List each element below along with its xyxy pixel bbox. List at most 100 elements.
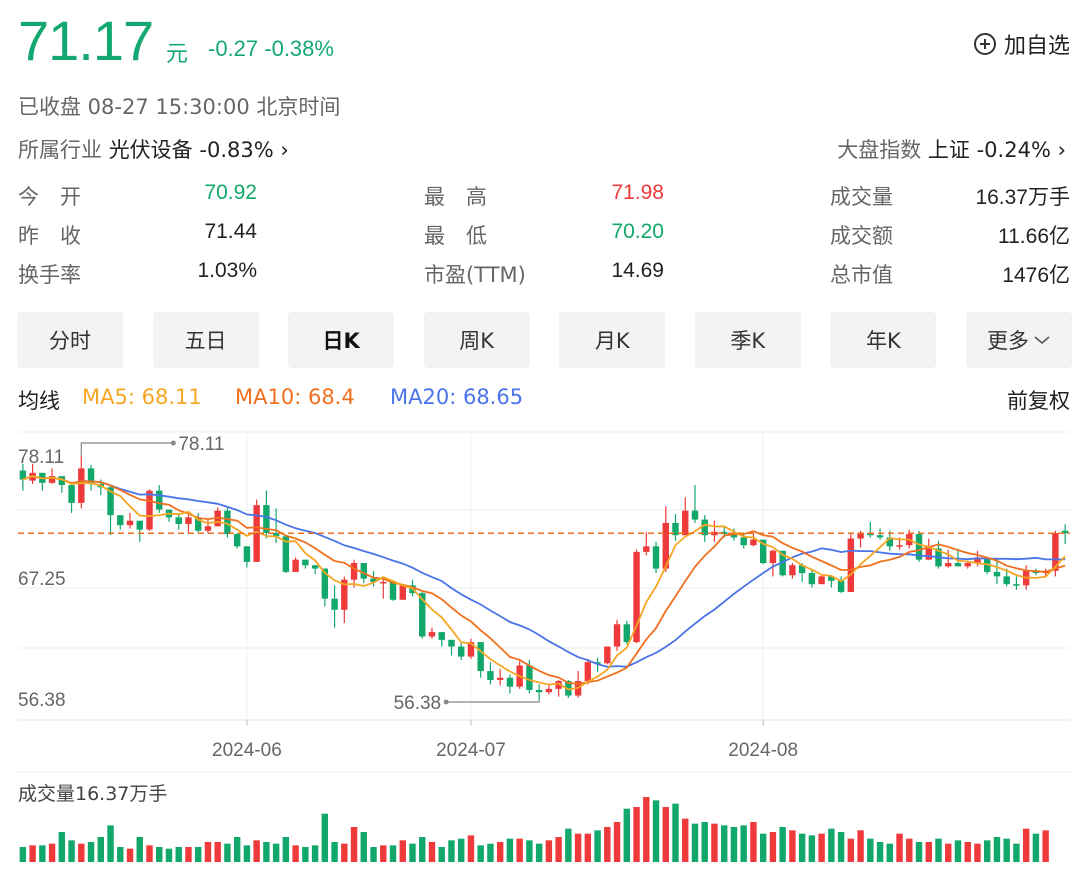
stat-value-turnover-rate: 1.03%: [197, 259, 257, 282]
candle-body: [545, 688, 553, 693]
volume-bar: [233, 837, 241, 862]
ma10-value: MA10: 68.4: [235, 385, 355, 409]
candle-body: [633, 551, 640, 643]
candle-body: [146, 490, 153, 530]
volume-bar: [78, 843, 85, 862]
volume-bar: [428, 842, 436, 862]
candle-body: [1052, 532, 1059, 571]
volume-bar: [477, 845, 484, 862]
volume-bar: [935, 838, 942, 862]
industry-name: 光伏设备: [108, 138, 193, 162]
tab-weekly-k[interactable]: 周K: [423, 312, 530, 368]
volume-bar: [711, 823, 718, 862]
candle-body: [857, 532, 864, 539]
y-tick-label: 78.11: [18, 447, 64, 468]
tab-daily-k[interactable]: 日K: [288, 312, 395, 368]
volume-bar: [876, 842, 884, 862]
candle-body: [477, 642, 484, 672]
volume-bar: [584, 833, 592, 862]
candle-body: [224, 510, 231, 535]
candle-body: [837, 580, 845, 592]
candle-body: [847, 538, 855, 592]
volume-bar: [409, 843, 416, 862]
volume-bar: [399, 840, 406, 862]
stat-value-prev-close: 71.44: [204, 220, 257, 243]
stat-label-turnover-amount: 成交额: [830, 224, 893, 248]
candle-body: [750, 539, 757, 546]
index-link[interactable]: 大盘指数 上证 -0.24% ›: [837, 134, 1066, 164]
candle-body: [730, 534, 738, 538]
candle-body: [438, 632, 445, 640]
tab-quarterly-k[interactable]: 季K: [694, 312, 801, 368]
candle-body: [1013, 584, 1020, 586]
tab-more[interactable]: 更多: [965, 312, 1072, 368]
volume-bar: [448, 840, 455, 862]
add-watchlist-button[interactable]: 加自选: [973, 28, 1070, 60]
candle-body: [584, 662, 592, 682]
volume-bar: [565, 828, 572, 862]
industry-link[interactable]: 所属行业 光伏设备 -0.83% ›: [18, 134, 289, 164]
candle-body: [662, 522, 669, 569]
add-circle-icon: [973, 33, 996, 55]
index-name: 上证: [927, 138, 970, 162]
volume-bar: [633, 807, 640, 862]
tab-yearly-k[interactable]: 年K: [830, 312, 937, 368]
adjustment-toggle[interactable]: 前复权: [1007, 389, 1070, 413]
volume-bar: [1042, 830, 1049, 862]
candle-body: [828, 576, 835, 581]
volume-bar: [740, 825, 747, 862]
market-status: 已收盘 08-27 15:30:00 北京时间: [18, 95, 341, 119]
candle-body: [321, 568, 329, 599]
industry-change: -0.83%: [199, 138, 274, 162]
volume-bar: [828, 828, 835, 862]
volume-bar: [662, 807, 669, 862]
volume-bar: [302, 847, 309, 862]
volume-bar: [652, 800, 660, 862]
volume-bar: [1032, 833, 1040, 862]
volume-bar: [516, 838, 523, 862]
volume-bar: [857, 830, 864, 862]
candle-body: [613, 624, 621, 647]
volume-bar: [263, 842, 270, 862]
volume-bar: [506, 838, 514, 862]
stat-label-high: 最 高: [424, 185, 487, 209]
stat-label-open: 今 开: [18, 185, 81, 209]
candle-body: [993, 571, 1001, 577]
candle-body: [711, 531, 718, 536]
candle-body: [419, 593, 426, 637]
candle-body: [370, 578, 377, 582]
candle-body: [915, 534, 923, 560]
volume-bar: [983, 840, 991, 862]
candle-body: [496, 677, 504, 680]
candle-body: [292, 559, 299, 572]
volume-bar: [672, 803, 679, 862]
candle-body: [1003, 576, 1010, 585]
volume-bar: [682, 818, 689, 862]
candle-body: [331, 598, 338, 610]
tab-five-day[interactable]: 五日: [152, 312, 259, 368]
candle-body: [282, 536, 290, 572]
candle-body: [623, 624, 631, 643]
price-change: -0.27 -0.38%: [208, 36, 334, 61]
volume-bar: [321, 813, 329, 862]
volume-bar: [720, 825, 728, 862]
volume-bar: [48, 843, 56, 862]
candle-body: [399, 585, 406, 600]
tab-monthly-k[interactable]: 月K: [559, 312, 666, 368]
volume-bar: [487, 843, 494, 862]
candle-body: [594, 662, 601, 664]
volume-bar: [272, 843, 280, 862]
chevron-right-icon: ›: [280, 138, 289, 162]
candle-body: [302, 559, 309, 566]
tab-intraday[interactable]: 分时: [17, 312, 123, 368]
volume-bar: [360, 832, 368, 862]
ma20-value: MA20: 68.65: [390, 385, 524, 409]
candle-body: [136, 520, 143, 530]
stat-value-pe: 14.69: [611, 259, 664, 282]
candle-body: [808, 573, 816, 585]
candle-body: [643, 546, 650, 552]
candle-body: [194, 517, 202, 531]
candle-body: [350, 563, 358, 580]
candle-body: [389, 581, 397, 600]
